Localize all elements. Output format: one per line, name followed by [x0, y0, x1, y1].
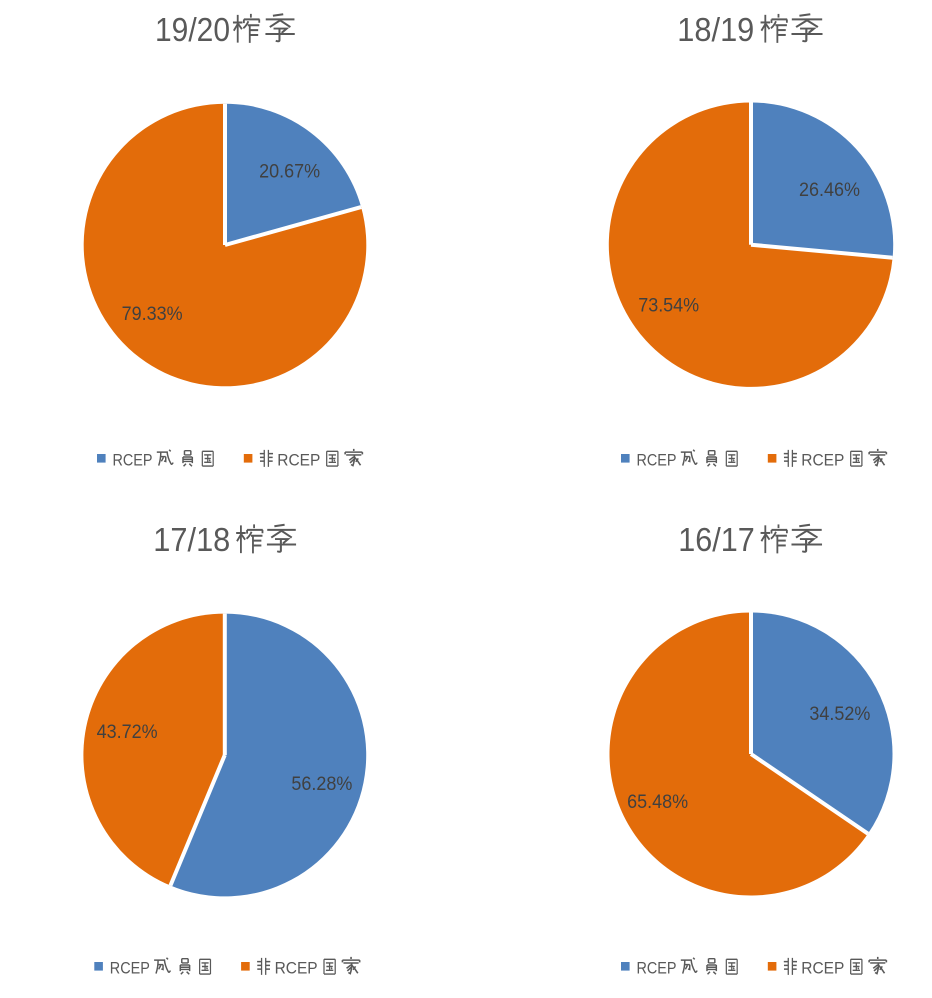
svg-text:16/17: 16/17 — [678, 521, 755, 558]
svg-text:RCEP: RCEP — [637, 451, 677, 469]
svg-text:79.33%: 79.33% — [122, 304, 183, 325]
svg-text:43.72%: 43.72% — [97, 722, 158, 743]
svg-text:RCEP: RCEP — [275, 959, 318, 977]
svg-text:19/20: 19/20 — [155, 11, 230, 48]
svg-text:18/19: 18/19 — [677, 11, 754, 48]
svg-text:RCEP: RCEP — [801, 451, 844, 469]
svg-text:RCEP: RCEP — [113, 451, 153, 469]
svg-text:20.67%: 20.67% — [259, 161, 320, 182]
svg-text:RCEP: RCEP — [637, 959, 677, 977]
svg-text:34.52%: 34.52% — [809, 704, 870, 725]
svg-text:26.46%: 26.46% — [799, 180, 860, 201]
svg-text:73.54%: 73.54% — [638, 296, 699, 317]
svg-text:RCEP: RCEP — [110, 959, 150, 977]
svg-text:65.48%: 65.48% — [627, 792, 688, 813]
svg-text:56.28%: 56.28% — [291, 774, 352, 795]
svg-text:17/18: 17/18 — [153, 521, 230, 558]
svg-text:RCEP: RCEP — [277, 451, 320, 469]
svg-text:RCEP: RCEP — [801, 959, 844, 977]
